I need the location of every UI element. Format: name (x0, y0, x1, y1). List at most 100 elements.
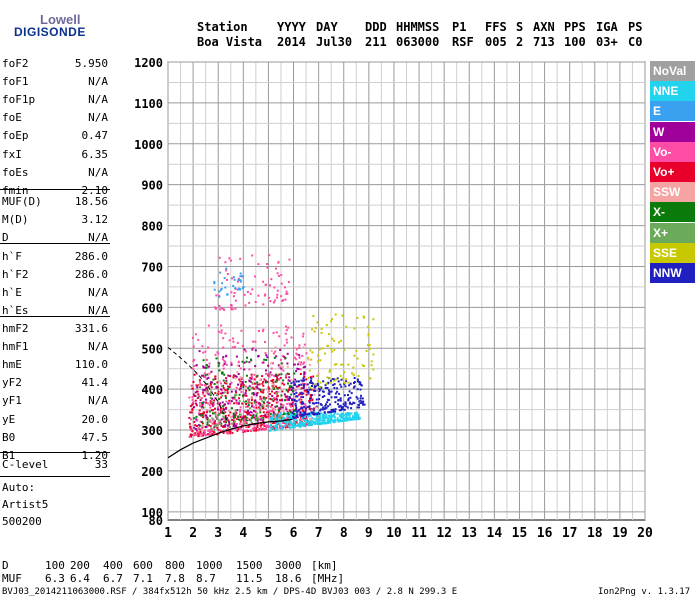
echo-point (314, 326, 317, 329)
param-value: N/A (88, 165, 108, 179)
echo-point (290, 336, 293, 339)
echo-point (278, 367, 281, 370)
echo-point (278, 335, 281, 338)
echo-point (293, 399, 296, 402)
echo-point (262, 423, 265, 426)
echo-point (288, 386, 291, 389)
echo-point (211, 417, 214, 420)
separator (0, 316, 110, 317)
param-key: foF1 (2, 75, 29, 89)
separator (0, 243, 110, 244)
echo-point (237, 373, 240, 375)
echo-point (293, 393, 296, 395)
echo-point (251, 254, 254, 257)
echo-point (309, 381, 311, 384)
header-value: 713 (533, 35, 555, 49)
echo-point (292, 415, 295, 418)
echo-point (301, 415, 304, 418)
echo-point (268, 426, 271, 429)
echo-point (199, 431, 202, 433)
echo-point (348, 384, 351, 387)
echo-point (276, 374, 279, 377)
param-value: N/A (88, 231, 108, 244)
echo-point (253, 387, 256, 390)
echo-point (236, 364, 239, 367)
echo-point (310, 421, 313, 424)
echo-point (265, 372, 267, 375)
echo-point (330, 379, 332, 382)
echo-point (265, 415, 267, 418)
legend-item: SSW (650, 182, 695, 203)
echo-point (355, 396, 358, 399)
echo-point (231, 415, 234, 418)
echo-point (247, 404, 250, 406)
echo-point (216, 433, 219, 436)
echo-point (303, 373, 306, 376)
echo-point (221, 392, 224, 394)
echo-point (302, 387, 305, 390)
echo-point (281, 390, 284, 393)
echo-point (282, 369, 285, 372)
x-tick-label: 10 (386, 526, 402, 541)
echo-point (204, 416, 207, 419)
param-key: B0 (2, 430, 16, 444)
echo-point (287, 373, 290, 375)
echo-point (248, 385, 251, 388)
echo-point (240, 391, 243, 393)
echo-point (335, 396, 338, 399)
echo-point (190, 418, 193, 421)
echo-point (280, 362, 283, 365)
echo-point (295, 358, 298, 361)
echo-point (294, 346, 297, 349)
echo-point (221, 371, 224, 374)
echo-point (234, 345, 236, 348)
echo-point (293, 413, 296, 416)
echo-point (225, 363, 228, 366)
echo-point (299, 373, 302, 375)
echo-point (311, 328, 314, 331)
echo-point (290, 403, 293, 406)
echo-point (232, 425, 235, 428)
echo-point (243, 361, 246, 364)
echo-point (294, 389, 297, 392)
echo-point (245, 400, 247, 403)
echo-point (320, 412, 323, 415)
echo-point (211, 422, 214, 425)
echo-point (253, 373, 256, 376)
echo-point (213, 288, 216, 291)
echo-point (268, 402, 271, 405)
echo-point (205, 425, 208, 428)
echo-point (322, 380, 325, 383)
echo-point (254, 382, 257, 385)
echo-point (241, 344, 244, 347)
echo-point (202, 411, 205, 414)
echo-point (208, 373, 211, 376)
echo-point (196, 430, 199, 433)
echo-point (237, 278, 240, 281)
echo-point (222, 364, 225, 367)
muf-value: 18.6 (275, 572, 302, 585)
echo-point (232, 276, 235, 279)
echo-point (232, 413, 235, 416)
echo-point (219, 308, 221, 311)
echo-point (257, 428, 260, 431)
echo-point (334, 401, 337, 404)
echo-point (235, 409, 237, 412)
echo-point (345, 405, 348, 408)
echo-point (232, 419, 235, 422)
echo-point (329, 415, 332, 418)
echo-point (302, 385, 305, 388)
echo-point (291, 412, 294, 415)
echo-point (313, 418, 316, 421)
echo-point (267, 416, 270, 419)
echo-point (263, 378, 266, 381)
autoscale-text: Auto: (2, 481, 36, 494)
echo-point (329, 403, 331, 406)
echo-point (296, 412, 299, 415)
echo-point (275, 385, 277, 388)
echo-point (230, 361, 233, 364)
echo-point (251, 392, 254, 395)
echo-point (276, 394, 279, 397)
echo-point (337, 420, 340, 423)
echo-point (360, 394, 362, 397)
